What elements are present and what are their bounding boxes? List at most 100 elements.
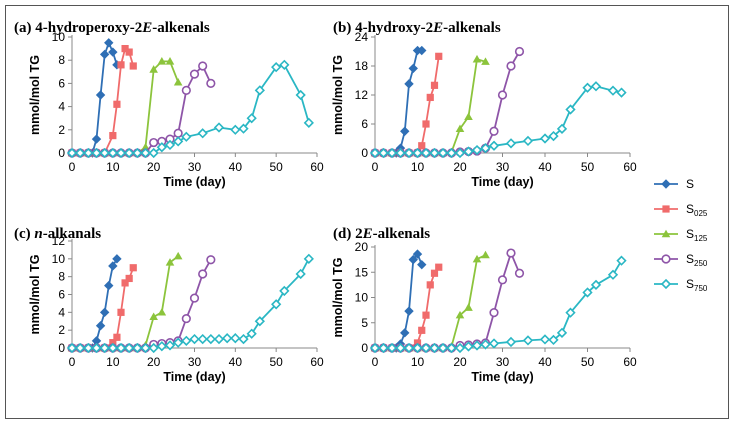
data-point [113, 100, 121, 108]
panel-d-title: (d) 2E-alkenals [333, 226, 430, 242]
data-point [112, 254, 122, 264]
data-point [386, 147, 398, 159]
data-point [109, 339, 117, 347]
legend-item-S125: S125 [654, 227, 708, 243]
data-point [164, 340, 176, 351]
data-point [408, 254, 418, 265]
x-tick-label: 40 [538, 355, 552, 369]
data-point [157, 57, 167, 65]
data-point [129, 62, 137, 70]
data-point [197, 333, 208, 345]
series-line [72, 255, 179, 349]
data-point [435, 263, 443, 271]
series-S [370, 45, 427, 158]
y-tick-label: 4 [58, 100, 65, 114]
series-S025 [371, 263, 443, 352]
data-point [497, 90, 508, 100]
data-point [125, 274, 133, 283]
data-point [117, 308, 125, 316]
legend-marker [662, 205, 670, 213]
y-tick-label: 15 [355, 265, 369, 279]
data-point [514, 268, 525, 278]
data-point [140, 147, 151, 159]
y-tick-label: 6 [361, 117, 368, 131]
legend-marker [661, 179, 671, 189]
data-point [404, 79, 414, 89]
data-point [590, 279, 602, 291]
x-axis-label: Time (day) [471, 175, 533, 189]
data-point [279, 285, 290, 297]
data-point [107, 147, 118, 159]
data-point [489, 126, 499, 136]
y-axis-label: mmol/mol TG [331, 55, 345, 135]
data-point [246, 113, 257, 124]
y-tick-label: 18 [355, 59, 369, 73]
data-point [125, 48, 133, 56]
legend-label: S125 [686, 227, 708, 243]
data-point [422, 311, 430, 319]
y-tick-label: 10 [355, 291, 369, 305]
data-point [99, 147, 110, 159]
data-point [548, 334, 559, 346]
data-point [472, 54, 482, 63]
x-axis-label: Time (day) [163, 175, 225, 189]
data-point [582, 82, 593, 93]
data-point [463, 341, 474, 352]
y-axis-label: mmol/mol TG [28, 255, 42, 335]
x-tick-label: 10 [106, 355, 120, 369]
data-point [108, 47, 118, 57]
y-tick-label: 8 [58, 53, 65, 67]
x-tick-label: 0 [69, 355, 76, 369]
data-point [181, 131, 192, 142]
data-point [173, 337, 184, 348]
data-point [404, 306, 414, 316]
data-point [124, 147, 135, 159]
y-tick-label: 5 [361, 316, 368, 330]
data-point [430, 269, 439, 277]
data-point [198, 269, 208, 279]
y-tick-label: 8 [58, 270, 65, 284]
figure-frame [5, 5, 729, 419]
data-point [198, 61, 208, 71]
data-point [181, 85, 191, 95]
x-tick-label: 10 [106, 160, 120, 174]
series-S025 [68, 45, 137, 157]
data-point [230, 124, 241, 135]
data-point [109, 132, 117, 140]
data-point [616, 255, 627, 266]
data-point [104, 38, 114, 48]
legend-label: S750 [686, 277, 708, 293]
x-tick-label: 60 [310, 355, 324, 369]
data-point [412, 147, 423, 159]
data-point [386, 342, 398, 354]
data-point [497, 275, 508, 285]
data-point [418, 142, 426, 150]
x-tick-label: 50 [581, 160, 595, 174]
data-point [607, 85, 619, 96]
data-point [417, 259, 427, 270]
data-point [430, 81, 439, 89]
panel-c: 0 2 4 6 8 10 12 0 10 20 30 40 50 60 Time (day) mmol/mol… [28, 234, 324, 384]
data-point [230, 333, 241, 344]
data-point [156, 142, 167, 153]
data-point [426, 281, 434, 289]
y-tick-label: 2 [58, 123, 65, 137]
data-point [113, 333, 121, 341]
legend-label: S025 [686, 202, 708, 218]
data-point [369, 342, 381, 354]
data-point [75, 147, 86, 159]
data-point [181, 335, 192, 346]
data-point [437, 147, 449, 159]
x-tick-label: 10 [411, 355, 425, 369]
data-point [481, 250, 490, 259]
legend: S S025 S125 S250 S750 [654, 177, 708, 293]
data-point [422, 120, 430, 128]
legend-marker [661, 229, 671, 238]
data-point [66, 342, 78, 354]
data-point [75, 342, 86, 354]
data-point [400, 328, 410, 338]
series-S250 [370, 248, 525, 353]
x-tick-label: 50 [581, 355, 595, 369]
data-point [446, 147, 457, 159]
series-line [375, 266, 440, 349]
